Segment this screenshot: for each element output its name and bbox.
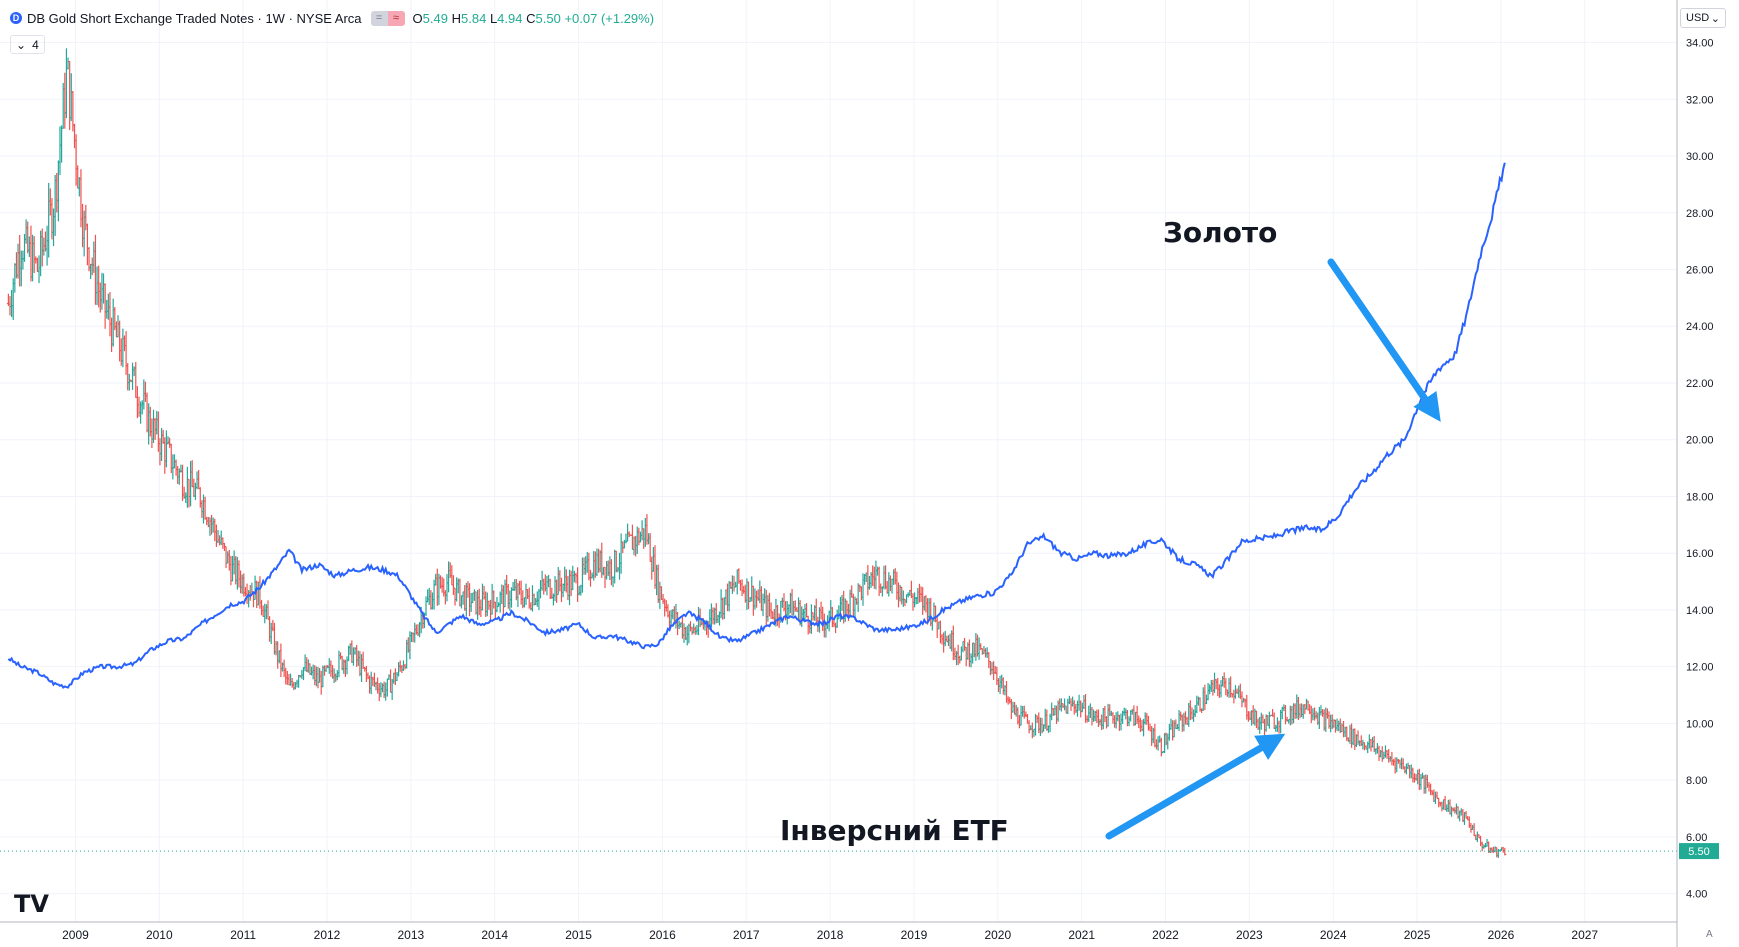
indicator-count: 4 (32, 37, 39, 52)
y-tick-label: 8.00 (1686, 775, 1707, 787)
gold-line (7, 162, 1506, 689)
x-tick-label: 2014 (481, 928, 508, 942)
gold-annotation: Золото (1163, 216, 1278, 249)
x-tick-label: 2026 (1488, 928, 1515, 942)
y-tick-label: 4.00 (1686, 889, 1707, 901)
symbol-logo-icon[interactable]: D (10, 12, 22, 24)
tradingview-logo-icon[interactable]: TV (14, 890, 49, 918)
y-tick-label: 20.00 (1686, 435, 1714, 447)
x-tick-label: 2023 (1236, 928, 1263, 942)
y-tick-label: 14.00 (1686, 605, 1714, 617)
currency-selector[interactable]: USD ⌄ (1680, 8, 1726, 28)
change-value: +0.07 (+1.29%) (564, 10, 655, 26)
y-tick-label: 24.00 (1686, 321, 1714, 333)
close-value: 5.50 (535, 10, 561, 26)
chevron-down-icon: ⌄ (1710, 12, 1720, 25)
series-area (0, 48, 1677, 858)
last-price-label: 5.50 (1688, 846, 1709, 858)
x-tick-label: 2021 (1068, 928, 1095, 942)
low-label: L (489, 10, 498, 26)
high-value: 5.84 (461, 10, 487, 26)
x-tick-label: 2010 (146, 928, 173, 942)
y-tick-label: 22.00 (1686, 378, 1714, 390)
x-tick-label: 2013 (398, 928, 425, 942)
y-tick-label: 30.00 (1686, 151, 1714, 163)
annotation-arrows (1105, 258, 1441, 840)
low-value: 4.94 (497, 10, 523, 26)
ohlc-bar (1159, 737, 1163, 757)
auto-scale-button[interactable]: A (1706, 929, 1713, 940)
x-tick-label: 2015 (565, 928, 592, 942)
y-tick-label: 6.00 (1686, 832, 1707, 844)
x-tick-label: 2020 (984, 928, 1011, 942)
y-tick-label: 34.00 (1686, 38, 1714, 50)
x-tick-label: 2012 (314, 928, 341, 942)
x-tick-label: 2022 (1152, 928, 1179, 942)
x-tick-label: 2016 (649, 928, 676, 942)
ohlc-values: O5.49 H5.84 L4.94 C5.50 +0.07 (+1.29%) (413, 11, 655, 26)
x-tick-label: 2027 (1571, 928, 1598, 942)
last-price-tag (1679, 843, 1719, 860)
y-tick-label: 16.00 (1686, 548, 1714, 560)
y-tick-label: 12.00 (1686, 662, 1714, 674)
inverse-etf-arrow (1105, 733, 1286, 840)
y-tick-label: 32.00 (1686, 94, 1714, 106)
x-tick-label: 2019 (901, 928, 928, 942)
equal-icon[interactable]: = (370, 10, 388, 26)
symbol-title[interactable]: DB Gold Short Exchange Traded Notes · 1W… (27, 10, 362, 26)
gold-arrow (1327, 258, 1441, 422)
close-label: C (526, 10, 536, 26)
inverse-etf-annotation: Інверсний ETF (780, 814, 1009, 847)
chevron-down-icon: ⌄ (16, 37, 27, 52)
open-label: O (412, 10, 423, 26)
x-tick-label: 2011 (230, 928, 256, 942)
compare-pill[interactable]: = ≈ (370, 10, 405, 26)
x-tick-label: 2017 (733, 928, 760, 942)
chart-legend: D DB Gold Short Exchange Traded Notes · … (10, 9, 654, 27)
x-tick-label: 2025 (1404, 928, 1431, 942)
y-tick-label: 26.00 (1686, 265, 1714, 277)
y-tick-label: 18.00 (1686, 491, 1714, 503)
high-label: H (451, 10, 461, 26)
currency-label: USD (1686, 12, 1710, 24)
indicators-collapse-button[interactable]: ⌄ 4 (10, 35, 45, 54)
x-tick-label: 2009 (62, 928, 89, 942)
y-tick-label: 28.00 (1686, 208, 1714, 220)
open-value: 5.49 (422, 10, 448, 26)
approx-icon[interactable]: ≈ (387, 10, 405, 26)
x-tick-label: 2018 (817, 928, 844, 942)
y-tick-label: 10.00 (1686, 718, 1714, 730)
x-tick-label: 2024 (1320, 928, 1347, 942)
